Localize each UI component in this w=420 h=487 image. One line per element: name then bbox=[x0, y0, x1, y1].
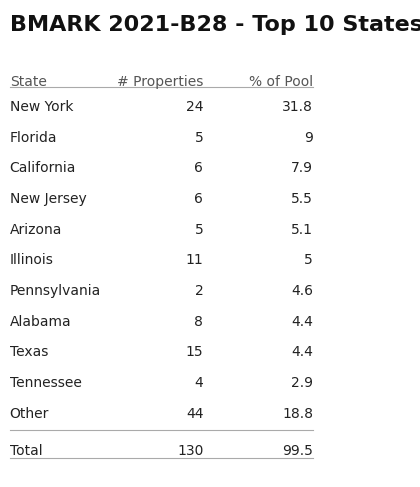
Text: Texas: Texas bbox=[10, 345, 48, 359]
Text: 8: 8 bbox=[194, 315, 203, 329]
Text: New York: New York bbox=[10, 100, 73, 114]
Text: California: California bbox=[10, 161, 76, 175]
Text: 24: 24 bbox=[186, 100, 203, 114]
Text: Pennsylvania: Pennsylvania bbox=[10, 284, 101, 298]
Text: 2: 2 bbox=[194, 284, 203, 298]
Text: 4.4: 4.4 bbox=[291, 345, 313, 359]
Text: 15: 15 bbox=[186, 345, 203, 359]
Text: BMARK 2021-B28 - Top 10 States: BMARK 2021-B28 - Top 10 States bbox=[10, 15, 420, 35]
Text: 7.9: 7.9 bbox=[291, 161, 313, 175]
Text: % of Pool: % of Pool bbox=[249, 75, 313, 90]
Text: 44: 44 bbox=[186, 407, 203, 421]
Text: Total: Total bbox=[10, 444, 42, 458]
Text: 5: 5 bbox=[194, 131, 203, 145]
Text: 6: 6 bbox=[194, 192, 203, 206]
Text: 9: 9 bbox=[304, 131, 313, 145]
Text: New Jersey: New Jersey bbox=[10, 192, 87, 206]
Text: 5: 5 bbox=[304, 253, 313, 267]
Text: 5.1: 5.1 bbox=[291, 223, 313, 237]
Text: State: State bbox=[10, 75, 47, 90]
Text: 130: 130 bbox=[177, 444, 203, 458]
Text: 5: 5 bbox=[194, 223, 203, 237]
Text: 6: 6 bbox=[194, 161, 203, 175]
Text: # Properties: # Properties bbox=[117, 75, 203, 90]
Text: Florida: Florida bbox=[10, 131, 57, 145]
Text: 99.5: 99.5 bbox=[282, 444, 313, 458]
Text: 4.6: 4.6 bbox=[291, 284, 313, 298]
Text: Alabama: Alabama bbox=[10, 315, 71, 329]
Text: 31.8: 31.8 bbox=[282, 100, 313, 114]
Text: Arizona: Arizona bbox=[10, 223, 62, 237]
Text: 11: 11 bbox=[186, 253, 203, 267]
Text: 18.8: 18.8 bbox=[282, 407, 313, 421]
Text: Illinois: Illinois bbox=[10, 253, 54, 267]
Text: Other: Other bbox=[10, 407, 49, 421]
Text: 4: 4 bbox=[194, 376, 203, 390]
Text: 2.9: 2.9 bbox=[291, 376, 313, 390]
Text: 5.5: 5.5 bbox=[291, 192, 313, 206]
Text: Tennessee: Tennessee bbox=[10, 376, 81, 390]
Text: 4.4: 4.4 bbox=[291, 315, 313, 329]
